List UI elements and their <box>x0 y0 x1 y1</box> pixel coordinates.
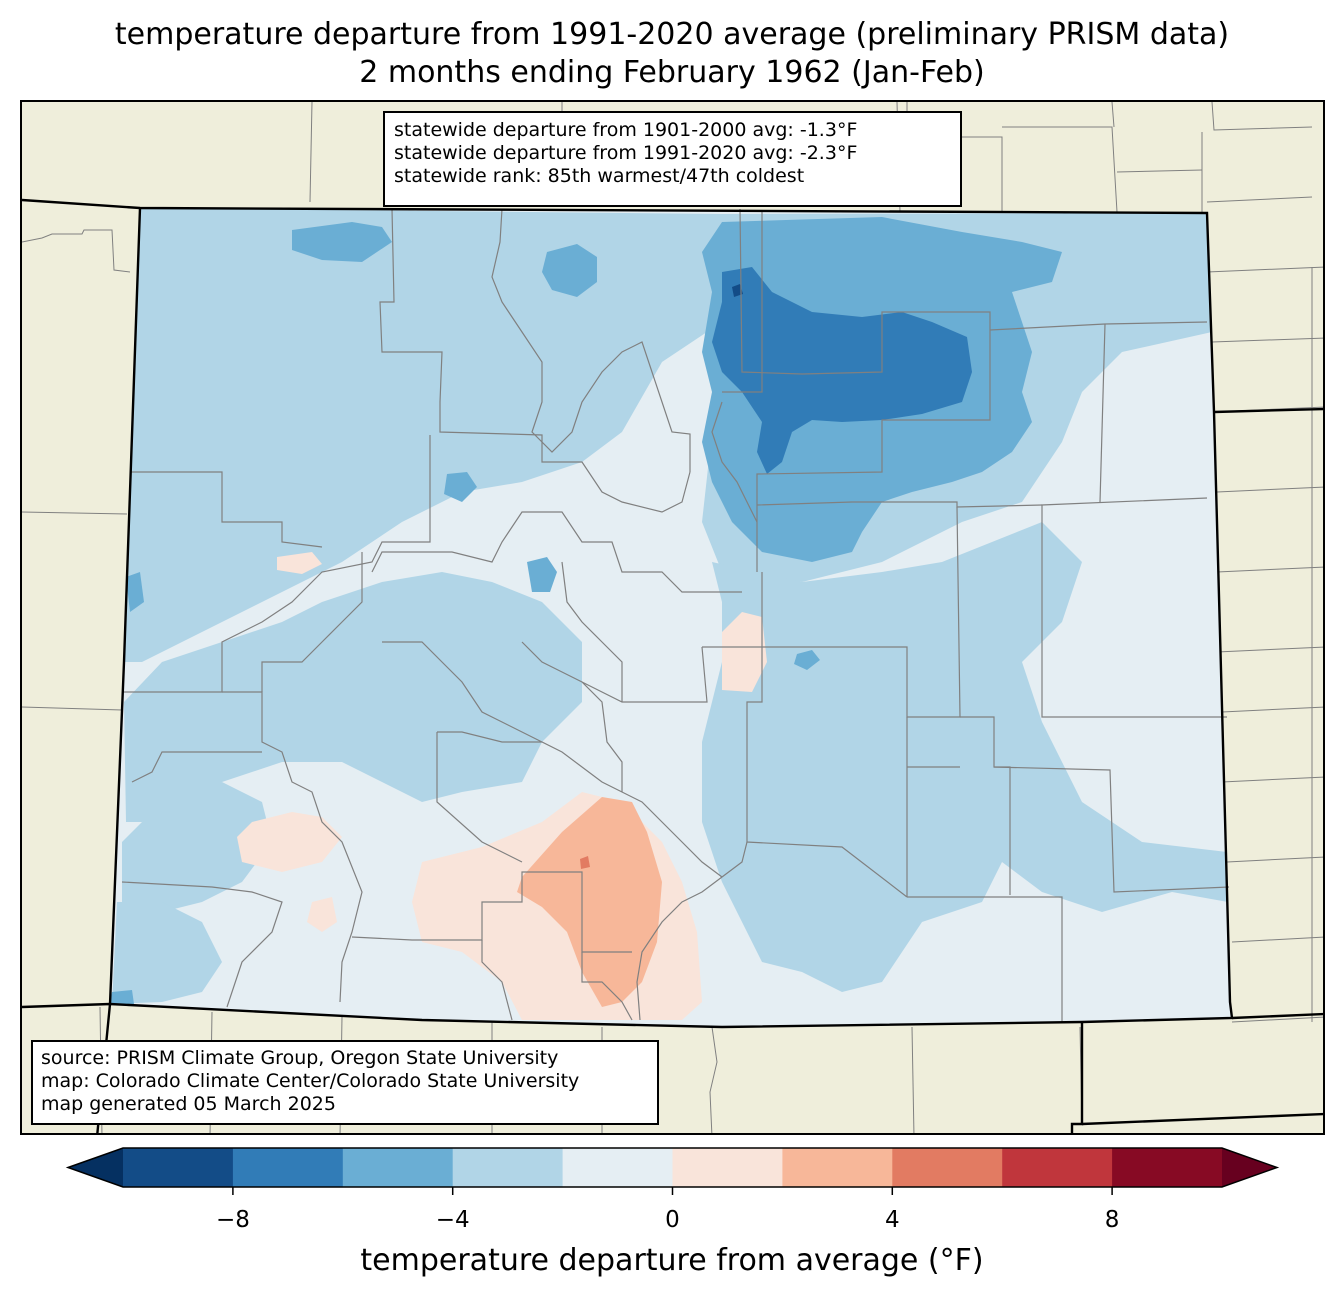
colorbar-extend-low <box>68 1148 123 1187</box>
colorbar-label: temperature departure from average (°F) <box>360 1243 984 1278</box>
source-line-generated: map generated 05 March 2025 <box>41 1093 336 1115</box>
colorado-county-lines <box>121 208 1230 1022</box>
map-title-line2: 2 months ending February 1962 (Jan-Feb) <box>359 55 985 90</box>
stats-line-1901-2000: statewide departure from 1901-2000 avg: … <box>394 119 858 141</box>
source-credits-box: source: PRISM Climate Group, Oregon Stat… <box>31 1040 659 1125</box>
colorado-map <box>22 102 1323 1133</box>
map-panel <box>20 100 1325 1135</box>
colorbar-ticks: −8 −4 0 4 8 <box>216 1187 1119 1233</box>
colorbar-segment <box>232 1148 344 1187</box>
colorbar-tick-label: 8 <box>1105 1207 1120 1233</box>
anomaly-band-minus8-to-minus10 <box>732 284 743 297</box>
colorbar-segment <box>562 1148 673 1187</box>
source-line-map: map: Colorado Climate Center/Colorado St… <box>41 1070 580 1092</box>
stats-line-rank: statewide rank: 85th warmest/47th coldes… <box>394 165 805 187</box>
colorbar-segment <box>782 1148 893 1187</box>
colorbar-segment <box>1112 1148 1223 1187</box>
colorbar: −8 −4 0 4 8 <box>65 1147 1280 1233</box>
colorbar-tick-label: −8 <box>216 1207 250 1233</box>
colorbar-segment <box>672 1148 783 1187</box>
stats-line-1991-2020: statewide departure from 1991-2020 avg: … <box>394 142 858 164</box>
source-line-prism: source: PRISM Climate Group, Oregon Stat… <box>41 1047 559 1069</box>
colorbar-segment <box>452 1148 564 1187</box>
colorbar-segments <box>65 1147 1280 1188</box>
colorbar-tick-label: 0 <box>665 1207 680 1233</box>
colorbar-extend-high <box>1222 1148 1277 1187</box>
colorbar-tick-label: 4 <box>885 1207 900 1233</box>
anomaly-band-4-to-6 <box>580 856 590 869</box>
map-title-line1: temperature departure from 1991-2020 ave… <box>114 17 1230 52</box>
anomaly-band-minus6-to-minus8 <box>712 267 972 474</box>
colorbar-segment <box>342 1148 454 1187</box>
colorbar-tick-label: −4 <box>436 1207 470 1233</box>
colorbar-segment <box>123 1148 234 1187</box>
colorbar-segment <box>892 1148 1003 1187</box>
colorbar-outline <box>65 1147 1280 1188</box>
colorbar-segment <box>1002 1148 1113 1187</box>
statewide-stats-box: statewide departure from 1901-2000 avg: … <box>383 111 962 207</box>
anomaly-band-2-to-4 <box>517 797 662 1007</box>
